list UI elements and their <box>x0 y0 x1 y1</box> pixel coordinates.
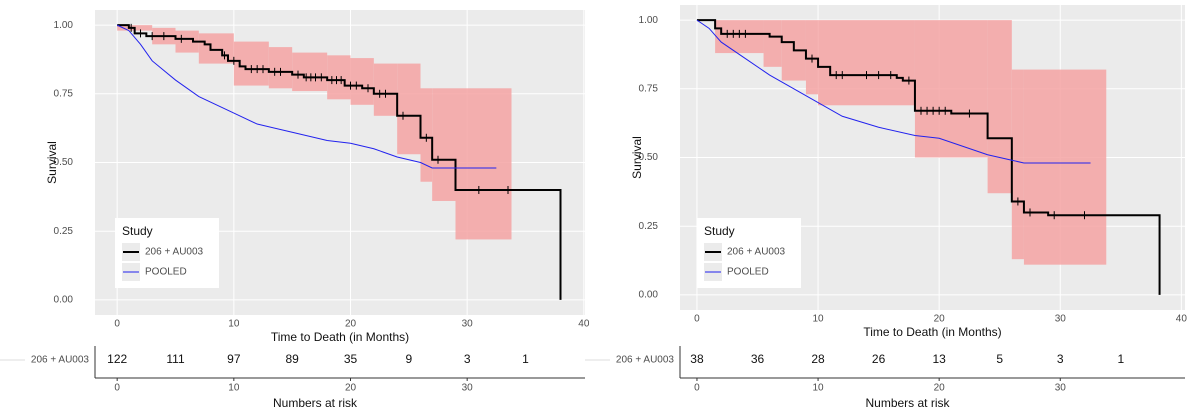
survival-line <box>117 24 562 300</box>
confidence-band <box>292 52 328 92</box>
confidence-band <box>432 88 456 201</box>
confidence-band <box>397 63 421 155</box>
legend-title: Study <box>704 224 735 238</box>
x-tick-label: 10 <box>812 314 824 325</box>
confidence-band <box>327 55 351 100</box>
risk-count: 9 <box>405 352 412 366</box>
y-axis-title: Survival <box>45 141 59 184</box>
risk-count: 111 <box>166 352 185 366</box>
x-axis-title: Time to Death (in Months) <box>863 325 1001 339</box>
x-tick-label: 0 <box>114 319 120 330</box>
x-tick-label: 10 <box>228 319 240 330</box>
confidence-band <box>373 63 398 116</box>
legend-title: Study <box>122 224 153 238</box>
confidence-band <box>987 20 1012 194</box>
x-tick-label: 20 <box>345 319 357 330</box>
risk-tick-label: 10 <box>228 383 240 394</box>
x-tick-label: 0 <box>694 314 700 325</box>
risk-tick-label: 30 <box>1055 383 1067 394</box>
risk-tick-label: 30 <box>462 383 474 394</box>
x-tick-label: 30 <box>1055 314 1067 325</box>
survival-line <box>696 19 1091 164</box>
risk-count: 3 <box>1057 352 1064 366</box>
confidence-band <box>914 20 988 158</box>
risk-count: 89 <box>285 352 299 366</box>
y-tick-label: 0.00 <box>54 295 74 306</box>
y-tick-label: 0.50 <box>639 152 659 163</box>
y-tick-label: 0.00 <box>639 290 659 301</box>
risk-title: Numbers at risk <box>273 396 358 409</box>
risk-count: 28 <box>811 352 825 366</box>
risk-tick-label: 0 <box>694 383 700 394</box>
confidence-band <box>1011 69 1024 260</box>
risk-count: 36 <box>751 352 765 366</box>
risk-count: 1 <box>522 352 529 366</box>
y-tick-label: 0.50 <box>54 157 74 168</box>
confidence-band <box>350 58 374 105</box>
confidence-band <box>818 20 915 106</box>
risk-tick-label: 0 <box>114 383 120 394</box>
y-tick-label: 0.75 <box>54 88 74 99</box>
y-tick-label: 0.25 <box>54 226 74 237</box>
y-tick-label: 0.75 <box>639 83 659 94</box>
risk-count: 1 <box>1117 352 1124 366</box>
risk-count: 38 <box>690 352 704 366</box>
risk-tick-label: 20 <box>345 383 357 394</box>
legend-label: POOLED <box>145 267 187 278</box>
risk-label: 206 + AU003 <box>31 355 90 366</box>
risk-count: 13 <box>932 352 946 366</box>
legend-label: POOLED <box>727 267 769 278</box>
x-tick-label: 40 <box>1176 314 1188 325</box>
risk-tick-label: 20 <box>934 383 946 394</box>
confidence-band <box>763 20 782 67</box>
risk-count: 35 <box>344 352 358 366</box>
confidence-band <box>455 88 512 240</box>
y-tick-label: 1.00 <box>639 15 659 26</box>
risk-title: Numbers at risk <box>865 396 950 409</box>
y-axis-title: Survival <box>630 136 644 179</box>
legend-label: 206 + AU003 <box>145 247 204 258</box>
risk-count: 3 <box>464 352 471 366</box>
legend-label: 206 + AU003 <box>727 247 786 258</box>
risk-count: 97 <box>227 352 241 366</box>
risk-count: 122 <box>107 352 127 366</box>
survival-line <box>116 24 497 169</box>
confidence-band <box>268 47 293 89</box>
confidence-band <box>1023 69 1107 265</box>
x-axis-title: Time to Death (in Months) <box>271 330 409 344</box>
x-tick-label: 20 <box>934 314 946 325</box>
risk-label: 206 + AU003 <box>616 355 675 366</box>
survival-line <box>696 19 1161 295</box>
y-tick-label: 1.00 <box>54 20 74 31</box>
y-tick-label: 0.25 <box>639 221 659 232</box>
risk-count: 26 <box>872 352 886 366</box>
x-tick-label: 40 <box>578 319 590 330</box>
risk-count: 5 <box>996 352 1003 366</box>
x-tick-label: 30 <box>462 319 474 330</box>
risk-tick-label: 10 <box>812 383 824 394</box>
